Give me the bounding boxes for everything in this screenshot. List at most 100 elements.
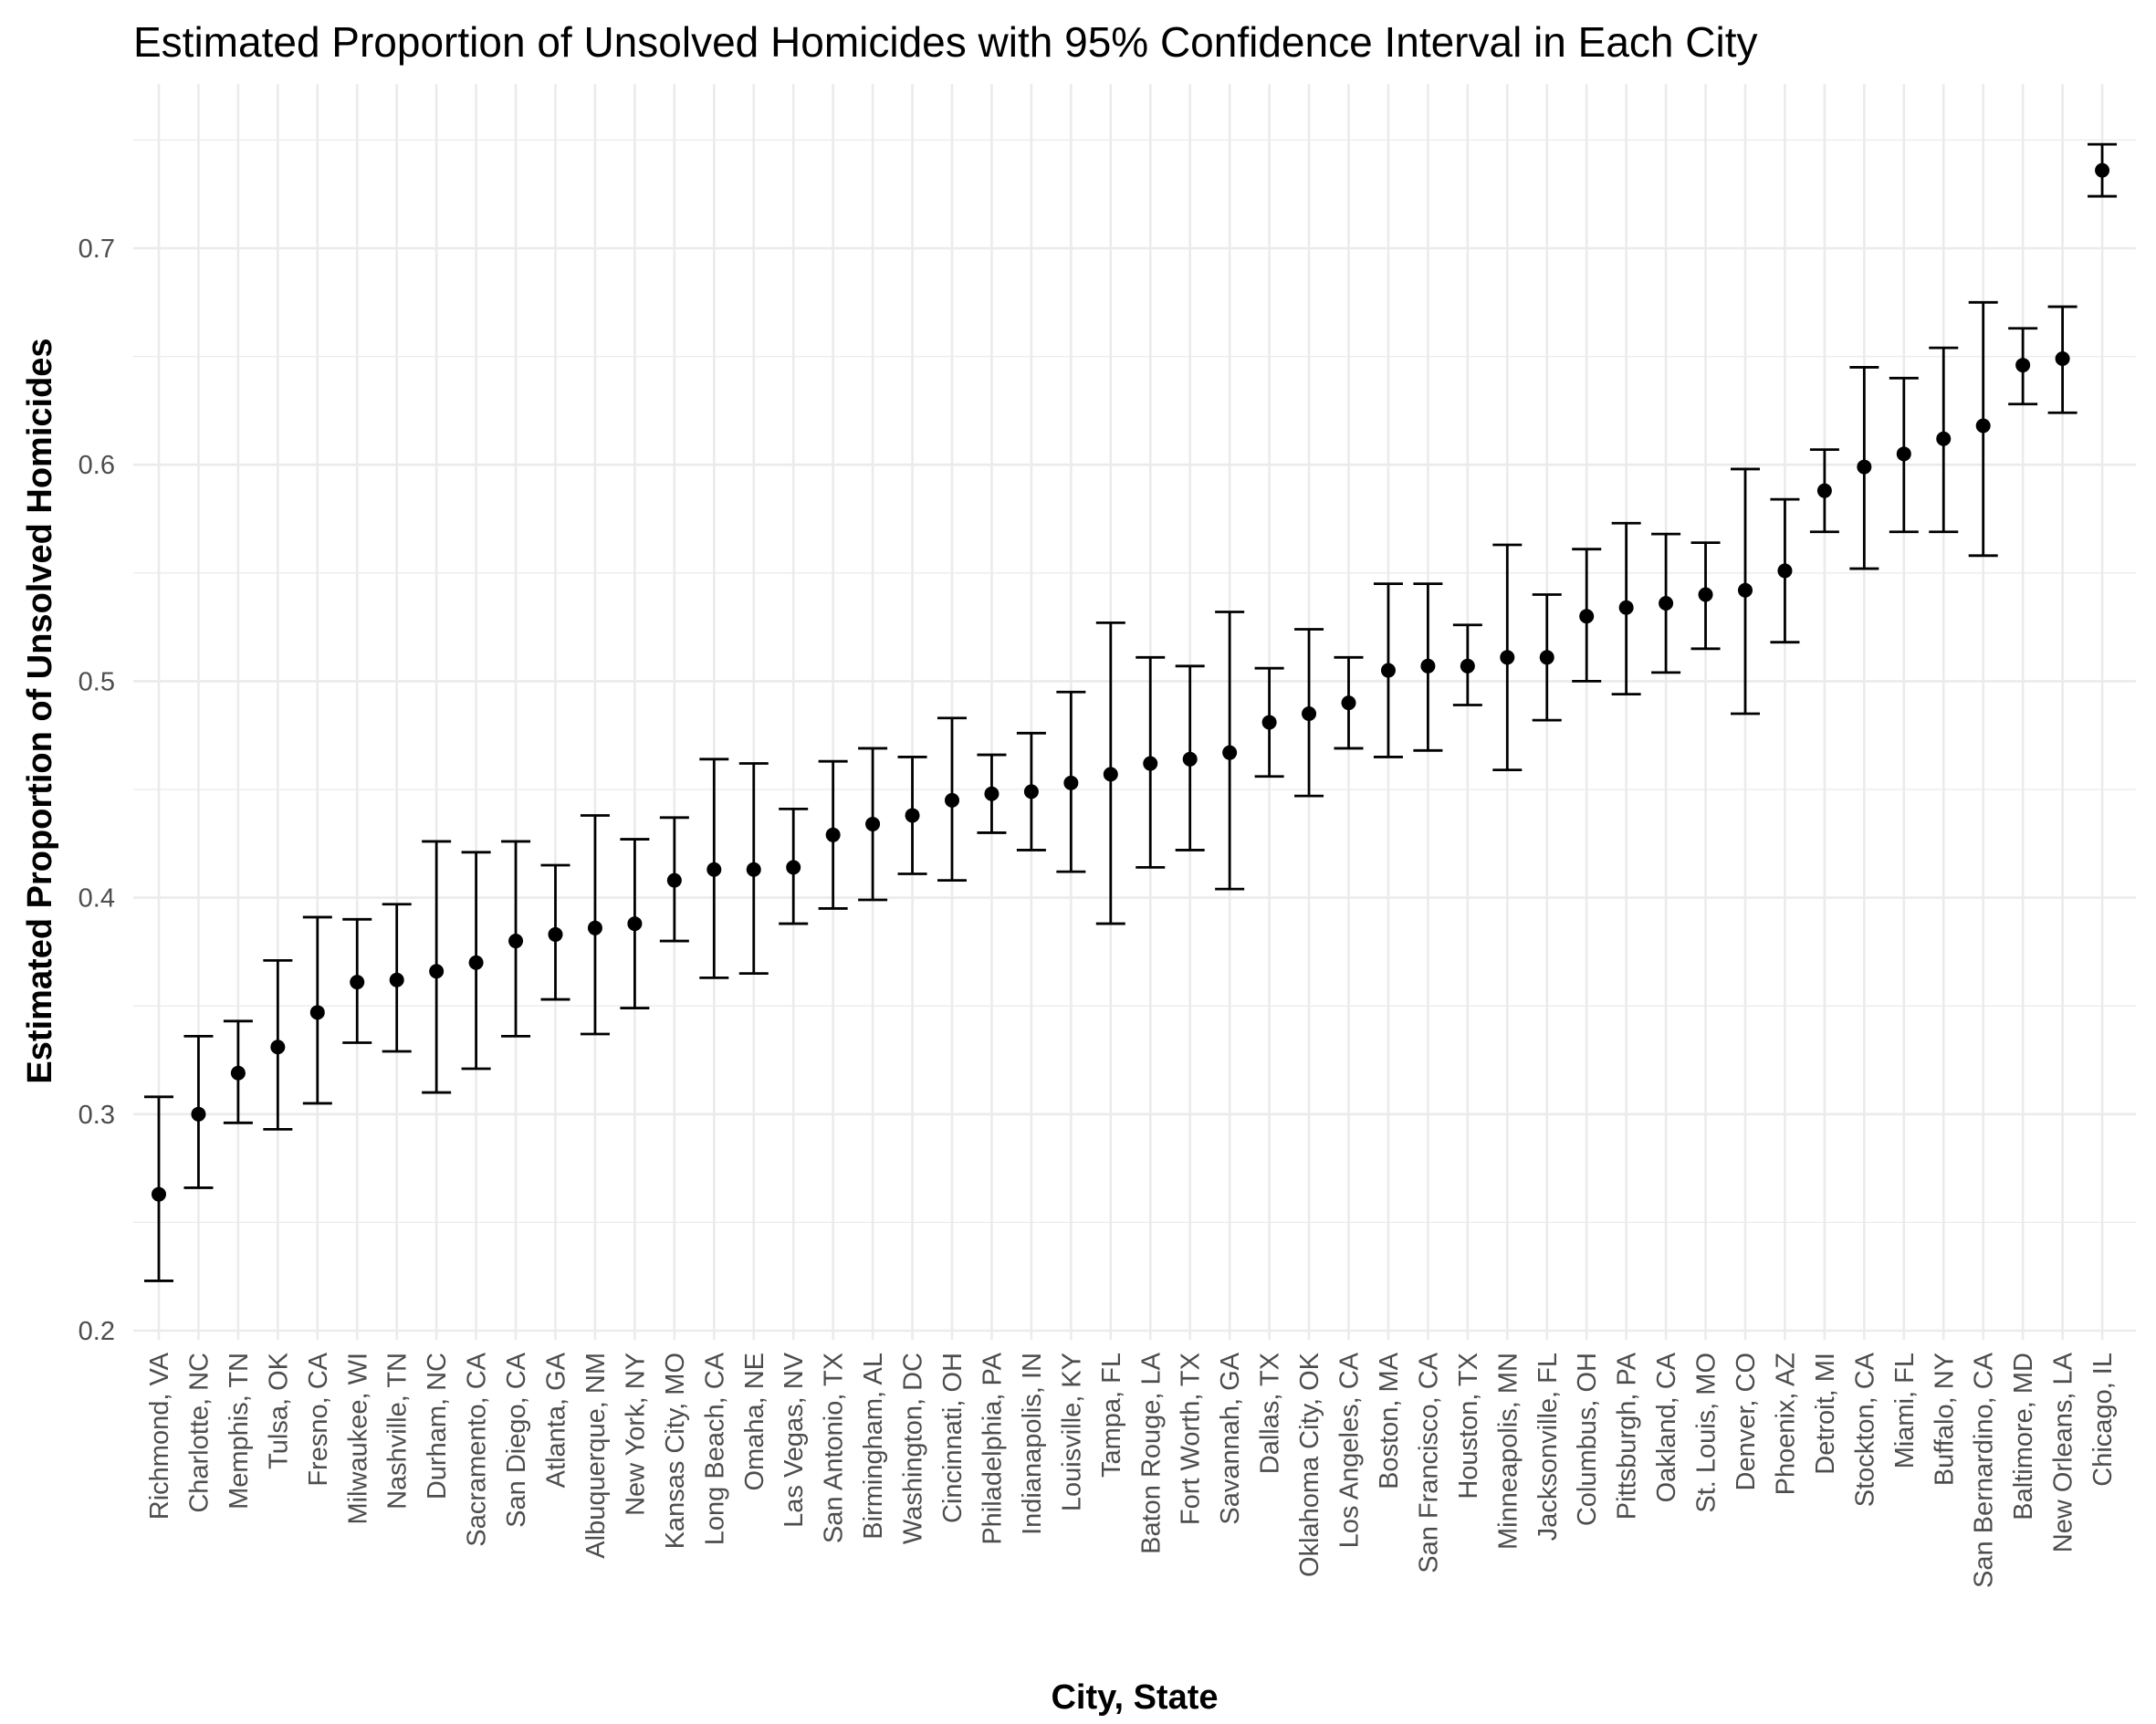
x-tick-label: Louisville, KY — [1057, 1353, 1086, 1511]
error-bar — [977, 753, 1007, 834]
error-bar — [779, 807, 809, 925]
data-point — [270, 1040, 286, 1055]
y-axis-title: Estimated Proportion of Unsolved Homicid… — [21, 338, 59, 1083]
x-tick-label: San Bernardino, CA — [1970, 1352, 1999, 1588]
data-point — [350, 975, 365, 990]
error-bar — [1016, 731, 1046, 852]
error-bar — [540, 863, 570, 1001]
data-marks — [144, 142, 2118, 1282]
error-bar — [183, 1035, 214, 1189]
data-point — [1896, 446, 1911, 462]
x-tick-label: Washington, DC — [899, 1353, 928, 1544]
x-tick-label: Albuquerque, NM — [581, 1353, 611, 1559]
y-tick-label: 0.6 — [78, 451, 115, 480]
error-bar — [1413, 582, 1443, 752]
error-bar — [302, 915, 332, 1105]
x-tick-label: Richmond, VA — [145, 1352, 174, 1520]
x-tick-label: Detroit, MI — [1811, 1353, 1840, 1475]
x-tick-label: San Francisco, CA — [1414, 1352, 1443, 1572]
data-point — [865, 816, 881, 831]
error-bar — [1611, 521, 1641, 696]
error-bar — [1651, 532, 1681, 674]
data-point — [1063, 775, 1079, 790]
error-bar — [144, 1095, 173, 1282]
error-bar — [342, 917, 372, 1044]
y-tick-label: 0.3 — [78, 1101, 115, 1130]
x-tick-label: Boston, MA — [1375, 1352, 1404, 1489]
data-point — [2095, 162, 2110, 178]
data-point — [905, 808, 920, 823]
x-tick-label: Atlanta, GA — [542, 1352, 571, 1488]
x-tick-label: Tulsa, OK — [264, 1352, 293, 1469]
x-tick-label: Dallas, TX — [1256, 1353, 1285, 1474]
error-bar — [1373, 582, 1403, 758]
x-tick-label: Columbus, OH — [1573, 1353, 1602, 1526]
error-bar — [422, 840, 452, 1094]
error-bar — [1056, 690, 1086, 873]
chart-title: Estimated Proportion of Unsolved Homicid… — [133, 18, 1758, 66]
x-tick-label: San Diego, CA — [502, 1352, 531, 1527]
x-tick-label: Nashville, TN — [383, 1353, 413, 1510]
data-point — [1539, 650, 1554, 665]
error-bar — [2088, 142, 2118, 198]
data-point — [1023, 784, 1039, 799]
data-point — [1182, 751, 1198, 767]
y-tick-label: 0.5 — [78, 667, 115, 696]
x-tick-label: Miami, FL — [1890, 1353, 1920, 1468]
data-point — [1420, 658, 1436, 674]
data-point — [1500, 650, 1515, 665]
error-bar — [1215, 611, 1245, 891]
x-tick-label: Minneapolis, MN — [1493, 1353, 1523, 1550]
error-bar — [1136, 655, 1166, 869]
error-bar — [1095, 621, 1125, 925]
data-point — [1738, 582, 1753, 598]
data-point — [1659, 596, 1674, 611]
x-tick-labels: Richmond, VA Charlotte, NC Memphis, TN Tuls… — [145, 1352, 2118, 1588]
error-bar — [1532, 593, 1562, 722]
x-tick-label: Las Vegas, NV — [780, 1352, 809, 1527]
x-tick-label: Phoenix, AZ — [1771, 1353, 1800, 1495]
x-tick-label: St. Louis, MO — [1692, 1353, 1722, 1513]
error-bar — [659, 816, 689, 943]
x-tick-label: Indianapolis, IN — [1018, 1353, 1047, 1535]
y-tick-label: 0.2 — [78, 1317, 115, 1346]
data-point — [1103, 767, 1118, 782]
data-point — [1143, 756, 1158, 771]
data-point — [1579, 609, 1595, 624]
error-bar — [937, 716, 967, 883]
x-tick-label: Memphis, TN — [225, 1353, 254, 1510]
error-bar — [1849, 366, 1879, 570]
data-point — [786, 860, 801, 875]
error-bar — [263, 958, 293, 1131]
error-bar — [1452, 623, 1482, 706]
data-point — [1261, 715, 1277, 730]
x-tick-label: Milwaukee, WI — [343, 1353, 372, 1525]
data-point — [1460, 658, 1475, 674]
data-point — [152, 1186, 166, 1202]
data-point — [1698, 587, 1713, 602]
error-bar — [1334, 655, 1364, 750]
x-tick-label: Oakland, CA — [1652, 1352, 1681, 1502]
error-bar — [382, 903, 412, 1053]
x-tick-label: Charlotte, NC — [184, 1353, 214, 1513]
x-tick-label: Birmingham, AL — [859, 1353, 888, 1540]
data-point — [627, 916, 643, 932]
data-point — [1975, 418, 1991, 434]
data-point — [984, 786, 1000, 801]
data-point — [1302, 705, 1317, 721]
data-point — [587, 920, 602, 935]
x-tick-label: Baltimore, MD — [2009, 1353, 2038, 1520]
error-bar — [1690, 541, 1721, 651]
grid-layer — [133, 84, 2136, 1340]
error-bar — [858, 747, 888, 902]
error-bar — [1731, 467, 1760, 716]
y-tick-label: 0.7 — [78, 235, 115, 264]
data-point — [1857, 459, 1872, 475]
error-bar — [2008, 327, 2038, 406]
data-point — [429, 964, 445, 979]
error-bar — [461, 851, 491, 1071]
error-bar — [1294, 628, 1324, 798]
error-bar — [1770, 497, 1800, 644]
data-point — [2055, 350, 2070, 366]
